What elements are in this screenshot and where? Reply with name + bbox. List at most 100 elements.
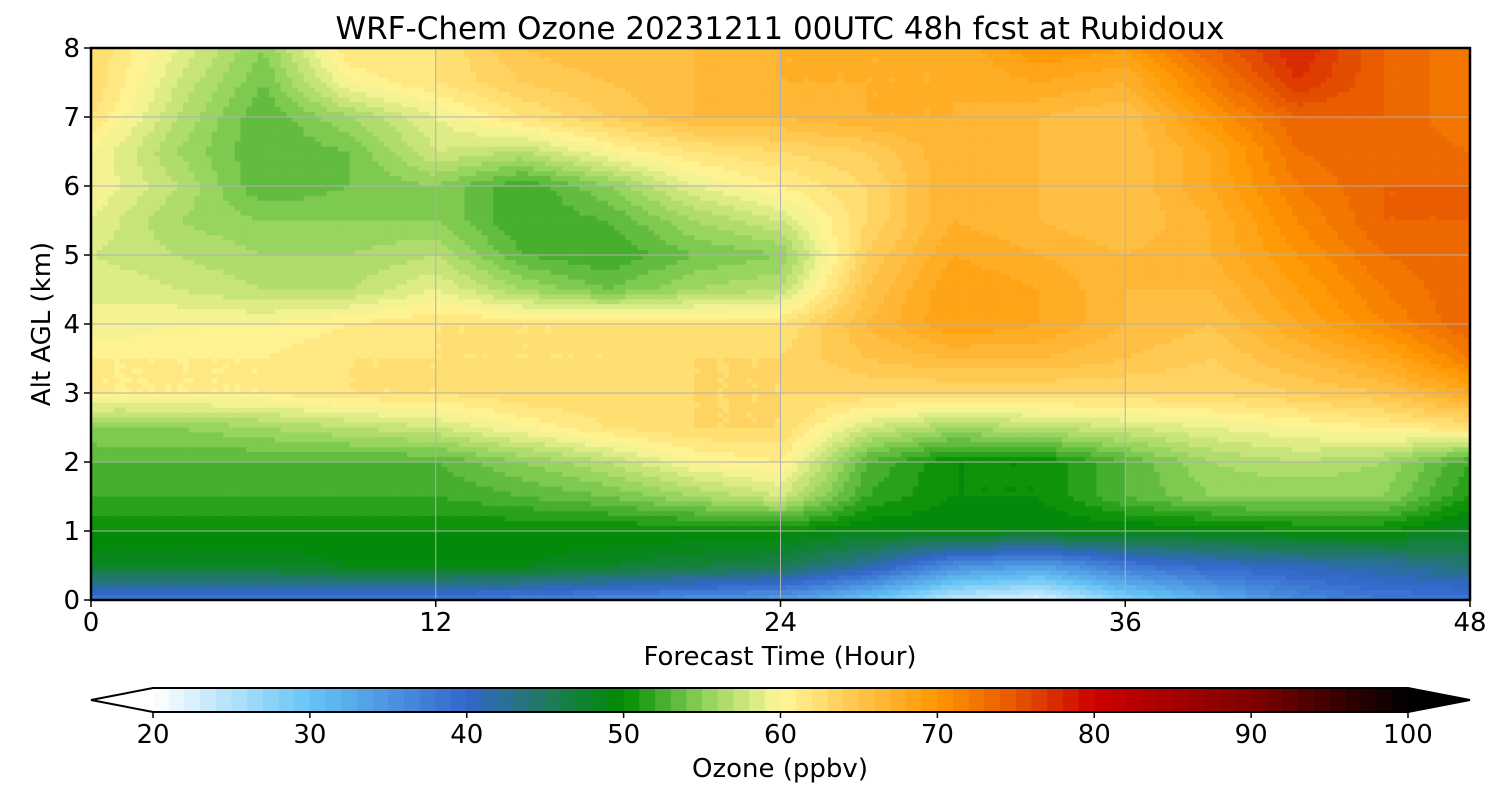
- heatmap-cell: [1326, 97, 1332, 103]
- heatmap-cell: [229, 87, 235, 93]
- heatmap-cell: [1413, 142, 1419, 148]
- heatmap-cell: [315, 63, 321, 69]
- heatmap-cell: [373, 87, 379, 93]
- heatmap-cell: [1142, 137, 1148, 143]
- heatmap-cell: [246, 102, 252, 108]
- heatmap-cell: [464, 63, 470, 69]
- heatmap-cell: [286, 127, 292, 133]
- heatmap-cell: [240, 117, 246, 123]
- heatmap-cell: [1022, 53, 1028, 59]
- heatmap-cell: [746, 142, 752, 148]
- heatmap-cell: [1045, 63, 1051, 69]
- heatmap-cell: [1401, 53, 1407, 59]
- heatmap-cell: [413, 78, 419, 84]
- heatmap-cell: [608, 107, 614, 113]
- heatmap-cell: [815, 142, 821, 148]
- heatmap-cell: [867, 107, 873, 113]
- heatmap-cell: [723, 58, 729, 64]
- heatmap-cell: [1459, 78, 1465, 84]
- heatmap-cell: [1263, 107, 1269, 113]
- heatmap-cell: [625, 107, 631, 113]
- heatmap-cell: [1206, 73, 1212, 79]
- heatmap-cell: [1441, 132, 1447, 138]
- heatmap-cell: [867, 58, 873, 64]
- heatmap-cell: [258, 78, 264, 84]
- heatmap-cell: [1298, 102, 1304, 108]
- heatmap-cell: [671, 73, 677, 79]
- heatmap-cell: [1292, 97, 1298, 103]
- heatmap-cell: [1344, 58, 1350, 64]
- heatmap-cell: [1338, 127, 1344, 133]
- heatmap-cell: [878, 102, 884, 108]
- heatmap-cell: [1275, 142, 1281, 148]
- heatmap-cell: [292, 127, 298, 133]
- heatmap-cell: [269, 137, 275, 143]
- heatmap-cell: [620, 83, 626, 89]
- heatmap-cell: [1229, 142, 1235, 148]
- heatmap-cell: [1039, 78, 1045, 84]
- heatmap-cell: [746, 92, 752, 98]
- heatmap-cell: [361, 92, 367, 98]
- heatmap-cell: [993, 78, 999, 84]
- heatmap-cell: [125, 58, 131, 64]
- heatmap-cell: [717, 117, 723, 123]
- heatmap-cell: [924, 87, 930, 93]
- heatmap-cell: [568, 87, 574, 93]
- heatmap-cell: [712, 137, 718, 143]
- heatmap-cell: [1234, 132, 1240, 138]
- heatmap-cell: [671, 107, 677, 113]
- heatmap-cell: [895, 87, 901, 93]
- heatmap-cell: [516, 142, 522, 148]
- heatmap-cell: [1338, 107, 1344, 113]
- heatmap-cell: [1372, 137, 1378, 143]
- heatmap-cell: [194, 92, 200, 98]
- heatmap-cell: [729, 102, 735, 108]
- heatmap-cell: [562, 107, 568, 113]
- heatmap-cell: [1390, 142, 1396, 148]
- heatmap-cell: [993, 83, 999, 89]
- heatmap-cell: [1102, 73, 1108, 79]
- heatmap-cell: [263, 117, 269, 123]
- heatmap-cell: [556, 92, 562, 98]
- heatmap-cell: [1102, 132, 1108, 138]
- heatmap-cell: [148, 63, 154, 69]
- heatmap-cell: [1217, 87, 1223, 93]
- heatmap-cell: [1309, 97, 1315, 103]
- heatmap-cell: [246, 107, 252, 113]
- heatmap-cell: [1326, 122, 1332, 128]
- heatmap-cell: [378, 137, 384, 143]
- heatmap-cell: [275, 102, 281, 108]
- heatmap-cell: [781, 107, 787, 113]
- heatmap-cell: [528, 117, 534, 123]
- heatmap-cell: [1344, 137, 1350, 143]
- heatmap-cell: [694, 78, 700, 84]
- heatmap-cell: [487, 63, 493, 69]
- heatmap-cell: [1200, 87, 1206, 93]
- heatmap-cell: [1171, 83, 1177, 89]
- heatmap-cell: [516, 147, 522, 153]
- heatmap-cell: [1223, 137, 1229, 143]
- heatmap-cell: [769, 73, 775, 79]
- heatmap-cell: [505, 147, 511, 153]
- heatmap-cell: [97, 122, 103, 128]
- heatmap-cell: [304, 97, 310, 103]
- heatmap-cell: [338, 147, 344, 153]
- heatmap-cell: [137, 142, 143, 148]
- heatmap-cell: [1459, 58, 1465, 64]
- heatmap-cell: [378, 92, 384, 98]
- heatmap-cell: [436, 63, 442, 69]
- heatmap-cell: [1137, 132, 1143, 138]
- heatmap-cell: [666, 73, 672, 79]
- heatmap-cell: [171, 102, 177, 108]
- heatmap-cell: [533, 142, 539, 148]
- heatmap-cell: [585, 63, 591, 69]
- heatmap-cell: [648, 58, 654, 64]
- heatmap-cell: [1361, 97, 1367, 103]
- heatmap-cell: [913, 97, 919, 103]
- heatmap-cell: [1148, 68, 1154, 74]
- heatmap-cell: [941, 68, 947, 74]
- heatmap-cell: [1022, 107, 1028, 113]
- heatmap-cell: [154, 117, 160, 123]
- heatmap-cell: [378, 102, 384, 108]
- heatmap-cell: [522, 78, 528, 84]
